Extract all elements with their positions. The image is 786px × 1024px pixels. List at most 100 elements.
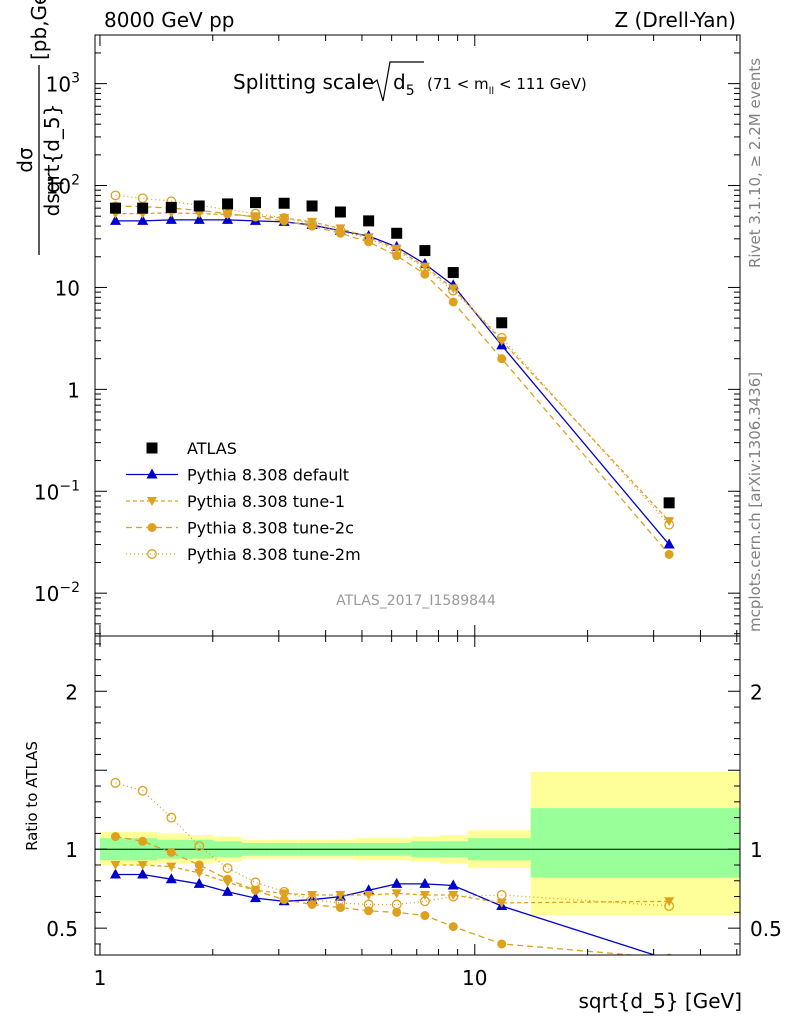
y-tick-label: 1 [67, 378, 80, 402]
data-point-tune2c [420, 911, 430, 921]
data-point-tune2c [251, 212, 261, 222]
ratio-tick-label-right: 2 [750, 680, 763, 704]
legend-label: ATLAS [187, 439, 237, 458]
y-tick-label: 10−2 [34, 580, 80, 606]
series-tune2c [110, 832, 673, 955]
x-tick-label: 10 [462, 966, 487, 990]
data-point-atlas [496, 317, 508, 329]
data-point-tune2c [448, 297, 458, 307]
series-atlas [109, 197, 675, 509]
chart-title: Splitting scale d5 (71 < mll < 111 GeV) [233, 61, 587, 102]
data-point-tune1 [496, 898, 507, 908]
ratio-tick-label-right: 0.5 [750, 917, 782, 941]
ratio-axis-label-text: Ratio to ATLAS [23, 741, 41, 851]
ratio-series [109, 777, 675, 955]
legend-marker [147, 523, 157, 532]
data-point-tune2m [166, 812, 177, 823]
ratio-axis-label: Ratio to ATLAS [23, 741, 41, 851]
data-point-tune2c [497, 354, 507, 364]
data-point-tune2m [496, 332, 507, 343]
data-point-default [419, 877, 431, 888]
data-point-tune1 [363, 890, 374, 900]
title-main: Splitting scale [233, 70, 374, 94]
data-point-tune2c [392, 251, 402, 261]
data-point-atlas [419, 245, 431, 257]
data-point-tune2m [137, 785, 148, 796]
legend-item-tune2c: Pythia 8.308 tune-2c [126, 519, 354, 538]
data-point-tune2c [497, 939, 507, 949]
data-point-tune2c [110, 832, 120, 842]
data-point-default [137, 214, 149, 225]
y-axis-label-unit: [pb,GeV-1] [27, 0, 51, 60]
data-point-tune2c [364, 237, 374, 247]
data-point-tune2m [419, 896, 430, 907]
legend-item-default: Pythia 8.308 default [126, 466, 349, 485]
series-line-tune2c [115, 835, 640, 955]
series-line-tune2m [115, 782, 670, 907]
lower-frame [94, 635, 741, 956]
data-point-tune2m [391, 899, 402, 910]
legend-marker [146, 442, 158, 454]
data-point-tune2m [307, 218, 318, 229]
data-point-tune2c [166, 847, 176, 857]
data-point-default [109, 214, 121, 225]
ratio-tick-label-left: 1 [65, 838, 78, 862]
data-point-tune2c [223, 874, 233, 884]
legend: ATLAS Pythia 8.308 default Pythia 8.308 tu… [126, 439, 361, 564]
data-point-tune1 [391, 889, 402, 899]
data-point-tune2c [448, 922, 458, 932]
main-series [109, 190, 675, 559]
data-point-tune1 [419, 890, 430, 900]
y-tick-label: 103 [46, 71, 80, 97]
y-tick-label: 10−1 [34, 478, 80, 504]
data-point-tune2c [194, 860, 204, 870]
data-point-tune2m [335, 225, 346, 236]
data-point-default [447, 879, 459, 890]
data-point-atlas [334, 206, 346, 218]
legend-label: Pythia 8.308 default [187, 466, 349, 485]
data-point-tune2m [110, 190, 121, 201]
analysis-watermark: ATLAS_2017_I1589844 [336, 593, 496, 609]
data-point-atlas [447, 267, 459, 279]
data-point-tune2m [335, 897, 346, 908]
data-point-atlas [306, 200, 318, 212]
data-point-atlas [193, 200, 205, 212]
y-axis-label-denominator: dsqrt{d_5} [40, 104, 64, 217]
data-point-tune2c [279, 895, 289, 905]
x-tick-label: 1 [94, 966, 107, 990]
data-point-tune2m [250, 877, 261, 888]
data-point-tune1 [110, 860, 121, 870]
data-point-atlas [363, 215, 375, 227]
data-point-tune2m [222, 863, 233, 874]
data-point-default [137, 868, 149, 879]
legend-item-tune1: Pythia 8.308 tune-1 [126, 492, 345, 511]
data-point-tune1 [137, 860, 148, 870]
series-line-tune2c [115, 205, 670, 555]
series-line-tune1 [115, 864, 670, 904]
data-point-tune2c [251, 885, 261, 895]
data-point-default [109, 868, 121, 879]
data-point-atlas [165, 201, 177, 213]
data-point-default [222, 885, 234, 896]
data-point-tune2c [392, 907, 402, 917]
legend-item-atlas: ATLAS [146, 439, 237, 458]
title-range: (71 < mll < 111 GeV) [427, 75, 587, 97]
data-point-tune2m [363, 899, 374, 910]
data-point-tune2m [363, 233, 374, 244]
data-point-tune2m [307, 894, 318, 905]
data-point-tune1 [194, 868, 205, 878]
data-point-atlas [663, 497, 675, 509]
series-tune2m [110, 190, 675, 530]
ratio-tick-label-left: 2 [65, 680, 78, 704]
data-point-atlas [250, 197, 262, 209]
legend-marker [147, 549, 157, 559]
legend-label: Pythia 8.308 tune-2m [187, 545, 361, 564]
data-point-tune2m [279, 886, 290, 897]
data-point-atlas [109, 202, 121, 214]
data-point-tune2c [335, 228, 345, 238]
data-point-tune2m [391, 245, 402, 256]
data-point-tune2m [137, 193, 148, 204]
